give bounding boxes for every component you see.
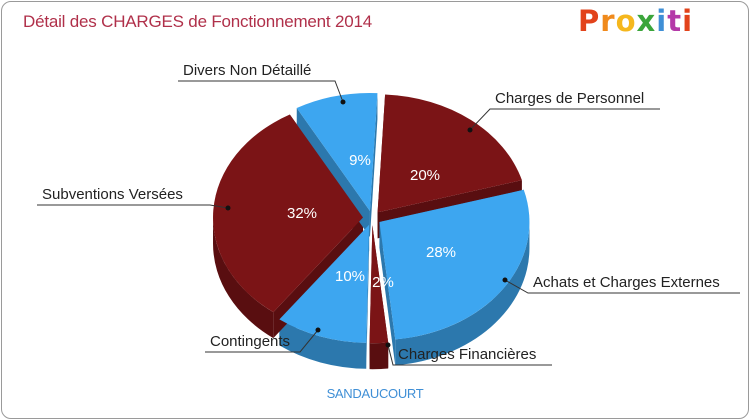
leader-line: [178, 80, 344, 103]
logo-letter: x: [636, 4, 657, 38]
leader-dot: [385, 342, 391, 348]
pie-slice[interactable]: [369, 225, 389, 344]
pie-slice-side: [213, 217, 274, 339]
slice-category-label: Subventions Versées: [42, 186, 183, 203]
pie-slice[interactable]: [213, 114, 364, 313]
leader-dot: [315, 327, 321, 333]
leader-dot: [467, 127, 473, 133]
leader-line: [205, 329, 319, 353]
slice-category-label: Contingents: [210, 333, 290, 350]
slice-category-label: Divers Non Détaillé: [183, 62, 311, 79]
slice-percent-label: 2%: [372, 274, 394, 291]
pie-slice-wall: [379, 222, 396, 366]
slice-category-label: Charges de Personnel: [495, 90, 644, 107]
slice-percent-label: 9%: [349, 152, 371, 169]
logo-letter: o: [615, 4, 637, 38]
pie-slice-side: [395, 222, 530, 366]
slice-percent-label: 32%: [287, 205, 317, 222]
leader-dot: [225, 205, 231, 211]
leader-dot: [340, 99, 346, 105]
chart-subtitle: SANDAUCOURT: [326, 386, 424, 401]
pie-slice[interactable]: [377, 94, 522, 213]
logo-letter: i: [682, 4, 694, 38]
slice-percent-label: 20%: [410, 167, 440, 184]
slice-category-label: Charges Financières: [398, 346, 536, 363]
pie-slice[interactable]: [379, 189, 530, 340]
pie-slice[interactable]: [296, 92, 378, 211]
pie-slice-side: [279, 319, 367, 369]
logo-letter: r: [600, 4, 616, 38]
logo-letter: i: [656, 4, 668, 38]
chart-title: Détail des CHARGES de Fonctionnement 201…: [23, 12, 372, 31]
proxiti-logo[interactable]: Proxiti: [578, 4, 693, 38]
slice-category-label: Achats et Charges Externes: [533, 274, 720, 291]
slice-percent-label: 28%: [426, 244, 456, 261]
leader-dot: [502, 277, 508, 283]
pie-slice[interactable]: [279, 224, 370, 343]
logo-letter: t: [667, 4, 683, 38]
pie-slice-side: [369, 342, 389, 370]
leader-line: [504, 279, 740, 294]
leader-line: [387, 344, 552, 366]
pie-slice-wall: [366, 224, 370, 369]
logo-letter: P: [578, 4, 601, 38]
slice-percent-label: 10%: [335, 268, 365, 285]
leader-line: [37, 204, 229, 209]
leader-line: [469, 108, 660, 131]
pie-slice-wall: [369, 93, 378, 237]
